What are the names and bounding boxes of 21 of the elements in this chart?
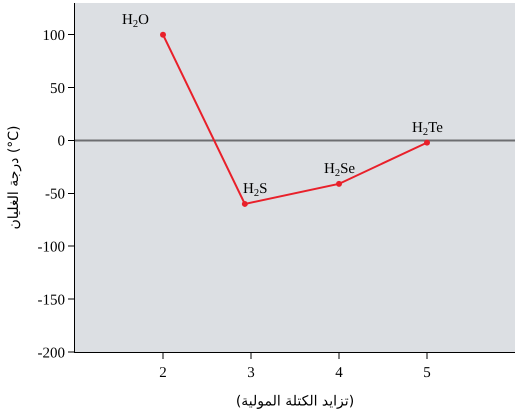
annotation: H$_{2}$Te — [412, 120, 444, 138]
x-axis-title: (تزايد الكتلة المولية) — [236, 393, 354, 410]
x-tick-label: 3 — [247, 365, 255, 381]
x-tick-label: 5 — [423, 365, 431, 381]
y-tick-label: 50 — [50, 80, 65, 97]
x-tick-label: 4 — [335, 365, 344, 381]
x-tick-label: 2 — [159, 365, 167, 381]
y-axis-title: درجة الغليان (°C) — [6, 125, 22, 230]
point — [336, 180, 342, 187]
y-tick-label: -150 — [38, 292, 65, 308]
annotation: H$_{2}$O — [122, 12, 150, 30]
annotation: H$_{2}$S — [243, 181, 268, 200]
annotation: H$_{2}$Se — [324, 161, 356, 180]
y-tick-label: -200 — [38, 345, 65, 362]
y-tick-label: 100 — [42, 28, 65, 44]
point — [160, 32, 166, 38]
y-tick-label: -100 — [38, 239, 65, 256]
point — [424, 140, 430, 146]
y-tick-label: 0 — [58, 134, 65, 150]
y-tick-label: -50 — [45, 186, 65, 203]
point — [242, 200, 248, 207]
